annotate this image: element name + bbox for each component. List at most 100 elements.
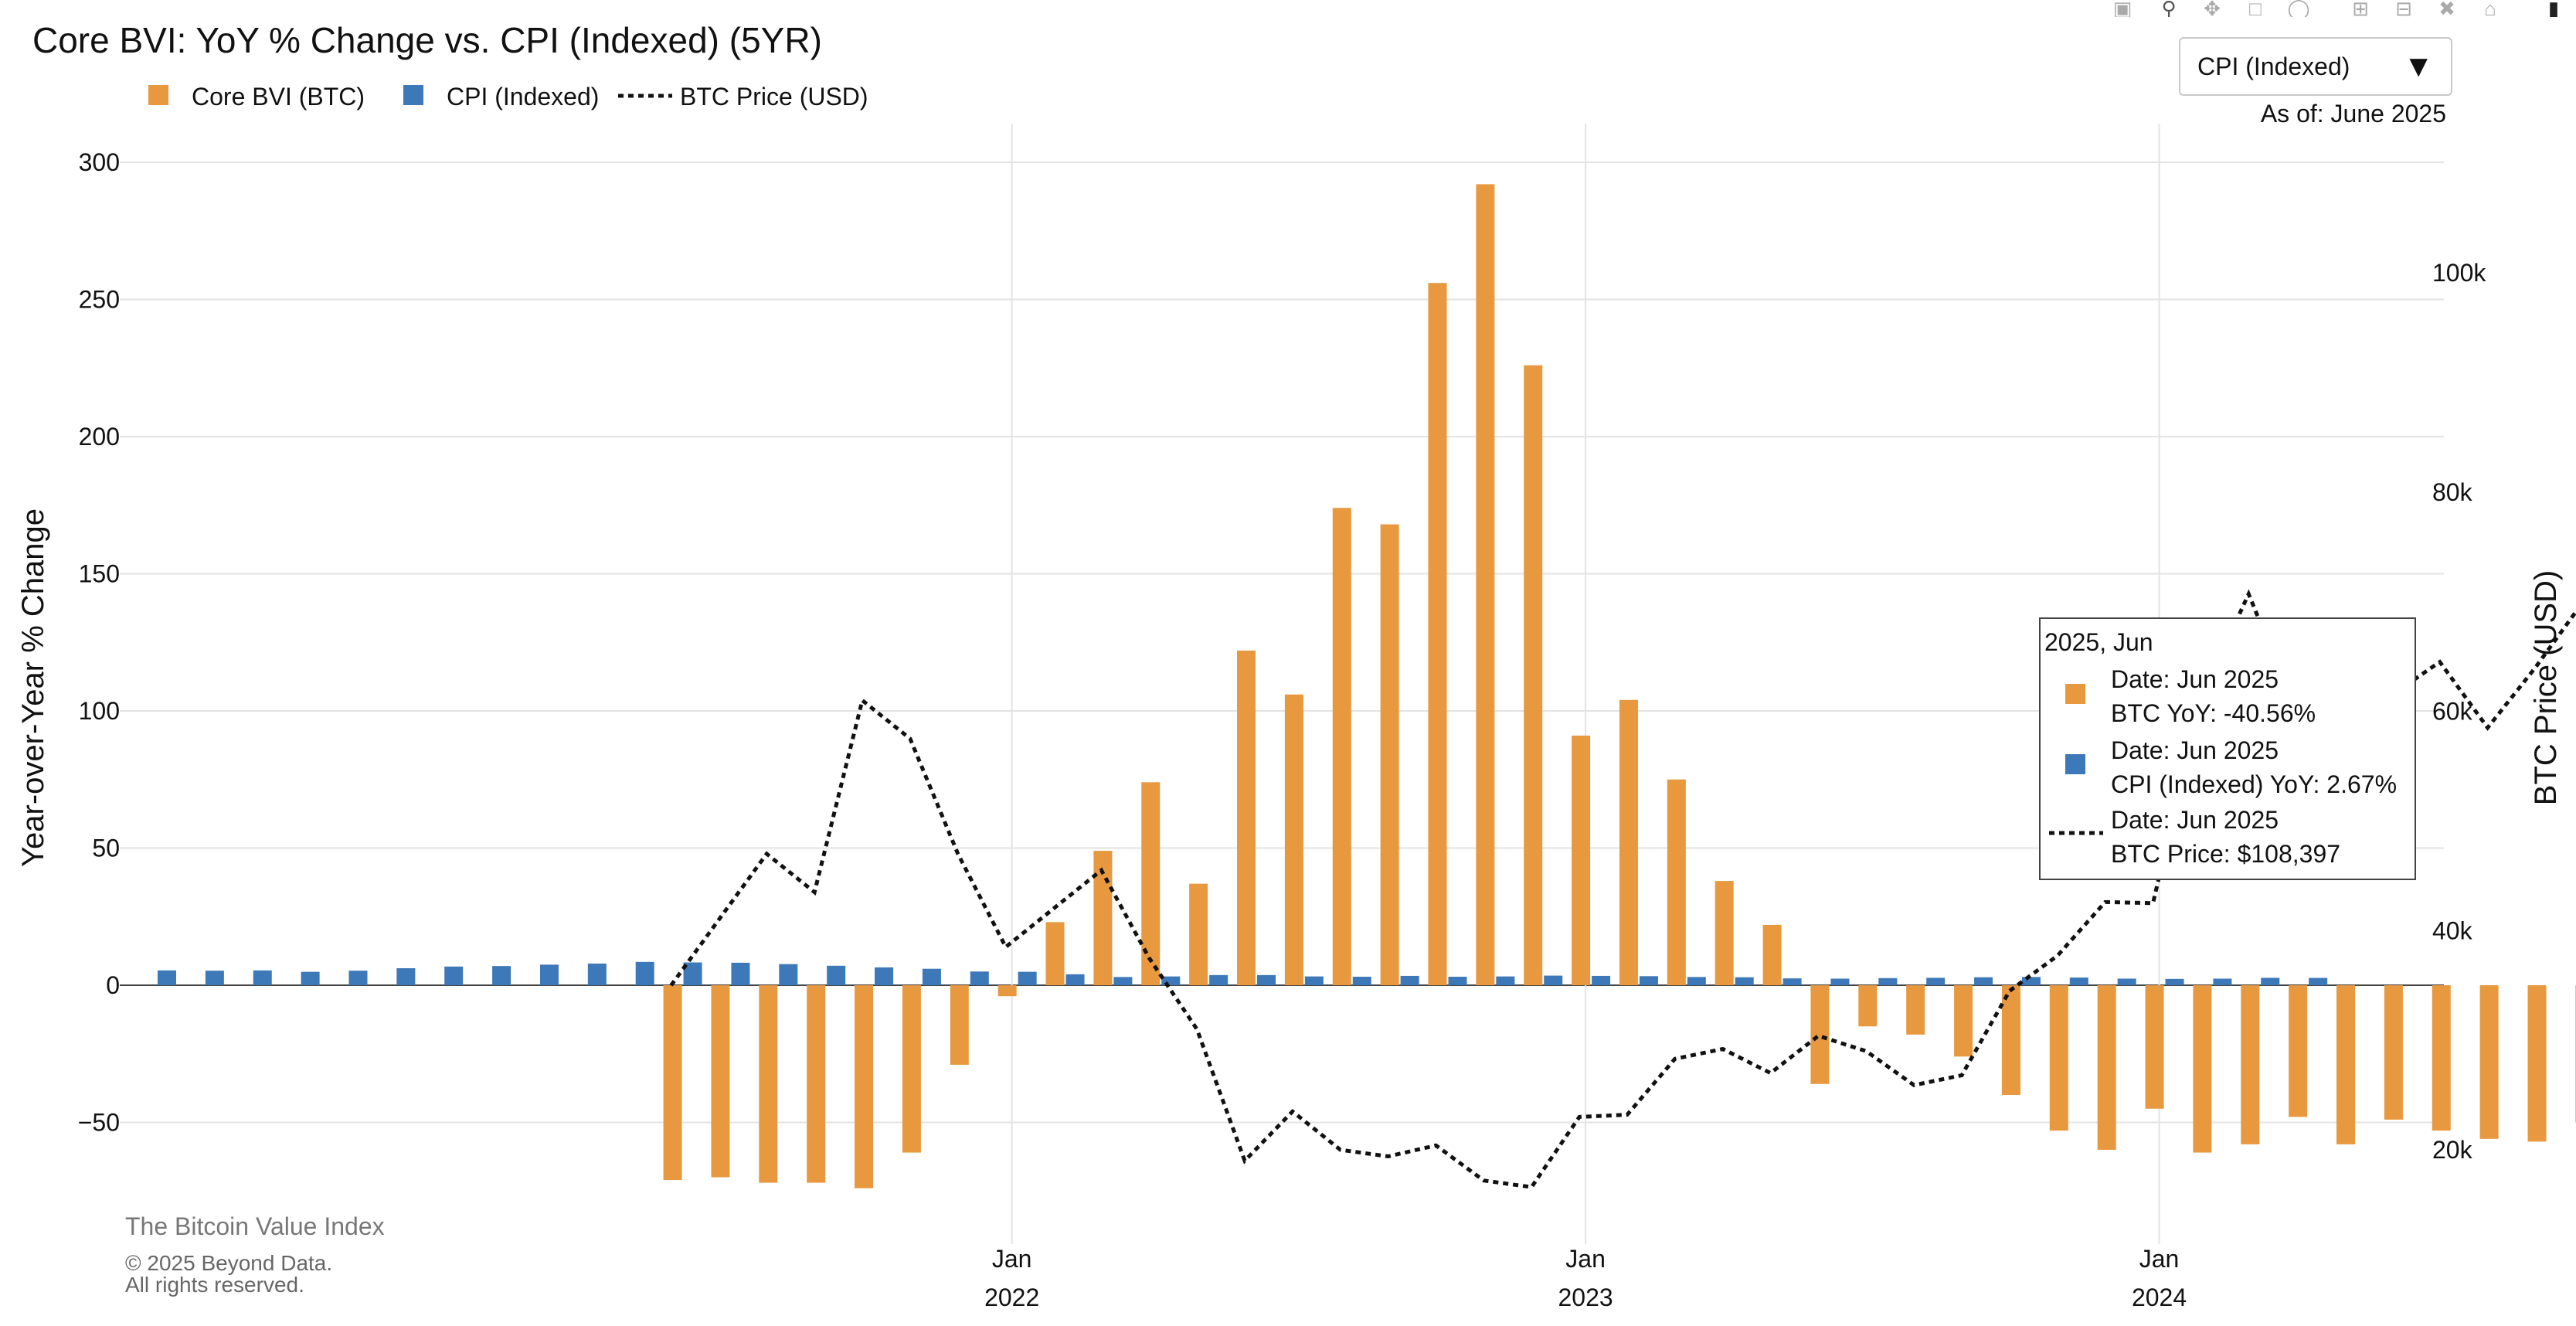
bar-cpi[interactable] — [970, 971, 989, 985]
bar-core-bvi[interactable] — [1045, 922, 1065, 985]
plotly-logo-icon[interactable]: ▮ — [2547, 0, 2560, 17]
series-select-dropdown[interactable]: CPI (Indexed) ▼ — [2179, 37, 2452, 96]
bar-cpi[interactable] — [1735, 977, 1754, 985]
bar-core-bvi[interactable] — [1524, 365, 1543, 985]
bar-cpi[interactable] — [1639, 976, 1658, 985]
bar-core-bvi[interactable] — [1572, 735, 1591, 985]
bar-cpi[interactable] — [2021, 977, 2041, 985]
bar-cpi[interactable] — [1878, 978, 1898, 985]
home-icon[interactable]: ⌂ — [2484, 0, 2496, 17]
bar-cpi[interactable] — [2261, 978, 2280, 985]
bar-cpi[interactable] — [1687, 977, 1706, 985]
bar-core-bvi[interactable] — [1858, 985, 1878, 1027]
bar-cpi[interactable] — [1400, 975, 1419, 985]
zoom-icon[interactable]: ⚲ — [2161, 0, 2177, 17]
bar-core-bvi[interactable] — [2241, 985, 2260, 1144]
bar-core-bvi[interactable] — [1189, 883, 1208, 985]
bar-core-bvi[interactable] — [2479, 985, 2499, 1139]
legend-label-core-bvi[interactable]: Core BVI (BTC) — [192, 83, 365, 110]
bar-cpi[interactable] — [1592, 975, 1611, 985]
line-btc-price[interactable] — [669, 181, 2576, 1189]
bar-core-bvi[interactable] — [2001, 985, 2020, 1095]
bar-cpi[interactable] — [875, 967, 894, 985]
bar-core-bvi[interactable] — [2527, 985, 2547, 1142]
bar-core-bvi[interactable] — [1762, 924, 1782, 985]
bar-core-bvi[interactable] — [2432, 985, 2451, 1131]
bar-cpi[interactable] — [253, 970, 272, 985]
pan-icon[interactable]: ✥ — [2204, 0, 2221, 17]
bar-cpi[interactable] — [1782, 978, 1802, 985]
bar-cpi[interactable] — [2069, 978, 2088, 985]
bar-cpi[interactable] — [2117, 978, 2136, 985]
bar-cpi[interactable] — [205, 971, 224, 985]
bar-core-bvi[interactable] — [2289, 985, 2308, 1117]
bar-cpi[interactable] — [779, 964, 798, 985]
bar-core-bvi[interactable] — [1380, 524, 1399, 985]
bar-core-bvi[interactable] — [2097, 985, 2116, 1150]
plot-area[interactable]: 300 250 200 150 100 50 0 −50 100k 80k 60k 40k 20k Jan… — [16, 116, 2576, 1311]
bar-cpi[interactable] — [539, 964, 559, 985]
bar-cpi[interactable] — [2213, 978, 2232, 985]
bar-core-bvi[interactable] — [1954, 985, 1973, 1057]
bar-core-bvi[interactable] — [855, 985, 874, 1188]
bar-core-bvi[interactable] — [2384, 985, 2403, 1120]
bar-cpi[interactable] — [1065, 974, 1085, 985]
bar-cpi[interactable] — [1018, 971, 1037, 985]
bar-core-bvi[interactable] — [1141, 782, 1161, 985]
bar-cpi[interactable] — [1161, 976, 1181, 985]
legend-label-cpi[interactable]: CPI (Indexed) — [447, 83, 599, 110]
bar-core-bvi[interactable] — [997, 985, 1017, 997]
bar-core-bvi[interactable] — [950, 985, 969, 1065]
bar-core-bvi[interactable] — [2145, 985, 2164, 1109]
bar-cpi[interactable] — [1830, 978, 1850, 985]
bar-cpi[interactable] — [1257, 974, 1276, 985]
bar-cpi[interactable] — [635, 961, 654, 985]
bar-cpi[interactable] — [1926, 978, 1946, 985]
legend-label-btc-price[interactable]: BTC Price (USD) — [680, 83, 868, 110]
bar-cpi[interactable] — [396, 967, 416, 985]
bar-cpi[interactable] — [444, 966, 464, 985]
bar-cpi[interactable] — [1304, 976, 1324, 985]
bar-core-bvi[interactable] — [1284, 694, 1303, 985]
bar-core-bvi[interactable] — [759, 985, 778, 1183]
bar-core-bvi[interactable] — [902, 985, 921, 1153]
bar-core-bvi[interactable] — [1715, 881, 1734, 985]
bar-cpi[interactable] — [1974, 977, 1993, 985]
legend-swatch-cpi[interactable] — [403, 85, 423, 105]
bar-cpi[interactable] — [1448, 976, 1467, 985]
bar-cpi[interactable] — [1352, 976, 1371, 985]
bar-cpi[interactable] — [1496, 976, 1515, 985]
bar-cpi[interactable] — [1209, 974, 1229, 985]
bar-core-bvi[interactable] — [1476, 184, 1495, 985]
bar-cpi[interactable] — [1544, 975, 1563, 985]
bar-core-bvi[interactable] — [1619, 699, 1638, 985]
bar-cpi[interactable] — [2309, 978, 2328, 985]
bar-core-bvi[interactable] — [1906, 985, 1925, 1035]
legend-swatch-core-bvi[interactable] — [148, 85, 168, 105]
autoscale-icon[interactable]: ✖ — [2438, 0, 2455, 17]
bar-core-bvi[interactable] — [663, 985, 682, 1181]
bar-cpi[interactable] — [2165, 978, 2184, 985]
bar-cpi[interactable] — [492, 966, 511, 985]
bar-core-bvi[interactable] — [1237, 650, 1256, 985]
bar-cpi[interactable] — [301, 971, 320, 985]
bar-cpi[interactable] — [827, 965, 846, 985]
box-select-icon[interactable]: □ — [2249, 0, 2262, 17]
bar-cpi[interactable] — [587, 963, 607, 985]
bar-core-bvi[interactable] — [807, 985, 826, 1183]
bar-cpi[interactable] — [731, 962, 750, 985]
bar-core-bvi[interactable] — [1428, 283, 1447, 985]
bar-core-bvi[interactable] — [2193, 985, 2212, 1153]
bar-cpi[interactable] — [158, 970, 176, 985]
bar-core-bvi[interactable] — [2336, 985, 2356, 1144]
zoom-in-icon[interactable]: ⊞ — [2352, 0, 2369, 17]
lasso-icon[interactable]: ◯ — [2287, 0, 2310, 17]
bar-core-bvi[interactable] — [1332, 508, 1351, 985]
bar-core-bvi[interactable] — [2049, 985, 2068, 1131]
zoom-out-icon[interactable]: ⊟ — [2395, 0, 2412, 17]
bar-core-bvi[interactable] — [711, 985, 730, 1178]
bar-cpi[interactable] — [1113, 977, 1133, 985]
camera-icon[interactable]: ▣ — [2112, 0, 2133, 17]
bar-core-bvi[interactable] — [1810, 985, 1830, 1084]
bar-core-bvi[interactable] — [1667, 779, 1686, 985]
